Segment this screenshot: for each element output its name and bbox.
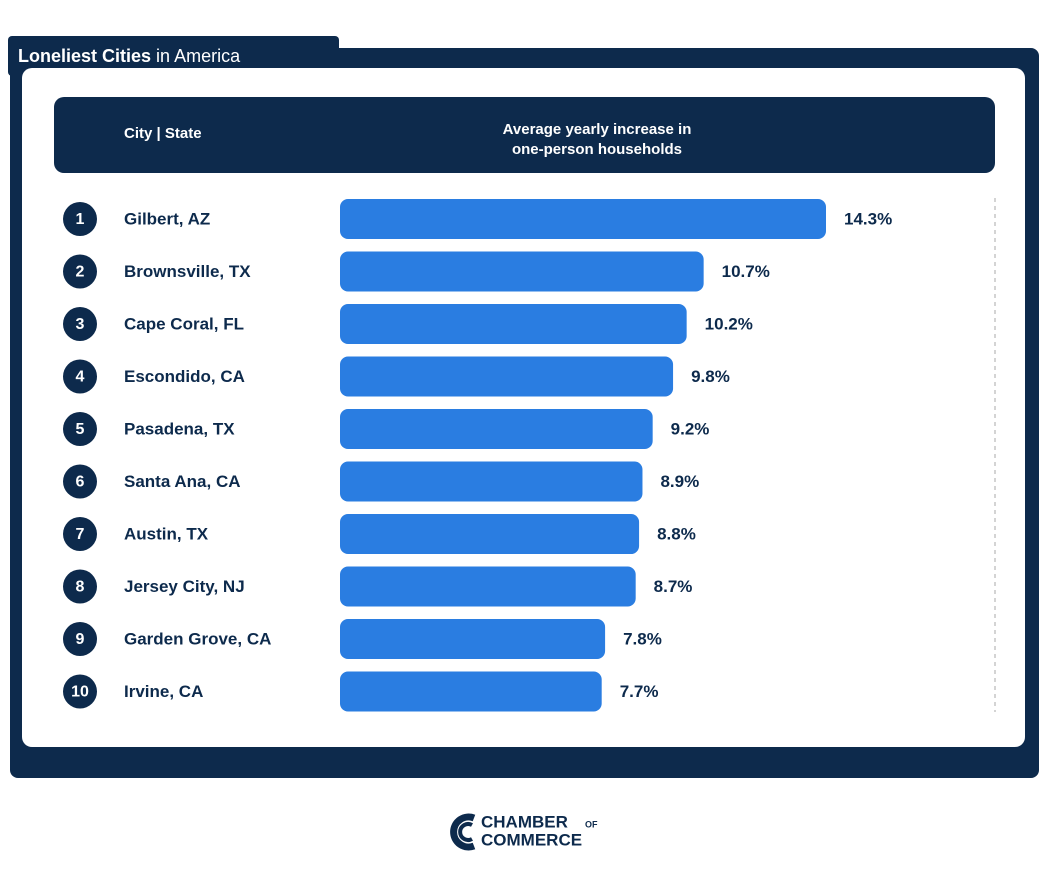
category-label: Pasadena, TX	[124, 419, 235, 438]
value-label: 8.8%	[657, 524, 696, 543]
category-label: Gilbert, AZ	[124, 209, 210, 228]
logo-icon	[458, 822, 473, 842]
logo: CHAMBER OF COMMERCE	[450, 812, 598, 851]
chart-title: Loneliest Cities in America	[18, 46, 241, 66]
value-label: 7.7%	[620, 682, 659, 701]
category-header: City | State	[124, 125, 202, 142]
rank-label: 3	[76, 316, 85, 333]
bar	[340, 461, 643, 502]
value-label: 9.8%	[691, 367, 730, 386]
header-bar	[54, 97, 995, 173]
rank-label: 2	[76, 264, 85, 281]
rank-label: 9	[76, 631, 85, 648]
value-label: 8.9%	[660, 472, 699, 491]
value-label: 9.2%	[671, 419, 710, 438]
value-label: 7.8%	[623, 629, 662, 648]
rank-badge	[63, 254, 97, 289]
category-label: Garden Grove, CA	[124, 629, 271, 648]
logo-text: COMMERCE	[481, 830, 582, 849]
rank-label: 10	[71, 684, 89, 701]
bar	[340, 356, 674, 397]
title-tab	[8, 36, 339, 76]
logo-icon	[450, 813, 476, 851]
title-bold: Loneliest Cities	[18, 46, 151, 66]
category-label: Austin, TX	[124, 524, 209, 543]
rank-label: 7	[76, 526, 85, 543]
bar	[340, 409, 653, 449]
rank-badge	[63, 202, 97, 236]
bar	[340, 514, 640, 554]
category-label: Brownsville, TX	[124, 262, 251, 281]
rank-badge	[63, 412, 97, 446]
bar	[340, 671, 602, 712]
rank-badge	[63, 569, 97, 604]
value-header: Average yearly increase in	[503, 121, 692, 138]
bar	[340, 199, 826, 239]
rank-label: 5	[76, 421, 85, 438]
value-label: 8.7%	[654, 577, 693, 596]
logo-text: OF	[585, 819, 598, 829]
value-label: 14.3%	[844, 209, 892, 228]
bar	[340, 619, 606, 659]
bar	[340, 251, 704, 292]
category-label: Irvine, CA	[124, 682, 203, 701]
value-header: one-person households	[512, 141, 682, 158]
rank-label: 1	[76, 211, 85, 228]
category-label: Escondido, CA	[124, 367, 245, 386]
bar	[340, 304, 687, 344]
bar	[340, 566, 636, 607]
logo-text: CHAMBER	[481, 812, 568, 831]
rank-label: 6	[76, 474, 85, 491]
title-rest: in America	[156, 46, 241, 66]
rank-badge	[63, 622, 97, 656]
category-label: Jersey City, NJ	[124, 577, 245, 596]
rank-label: 4	[76, 369, 85, 386]
value-label: 10.7%	[722, 262, 770, 281]
rank-badge	[63, 517, 97, 551]
category-label: Santa Ana, CA	[124, 472, 241, 491]
rank-badge	[63, 359, 97, 394]
rank-badge	[63, 674, 97, 709]
rank-badge	[63, 307, 97, 341]
category-label: Cape Coral, FL	[124, 314, 244, 333]
rank-badge	[63, 464, 97, 499]
value-label: 10.2%	[705, 314, 753, 333]
rank-label: 8	[76, 579, 85, 596]
